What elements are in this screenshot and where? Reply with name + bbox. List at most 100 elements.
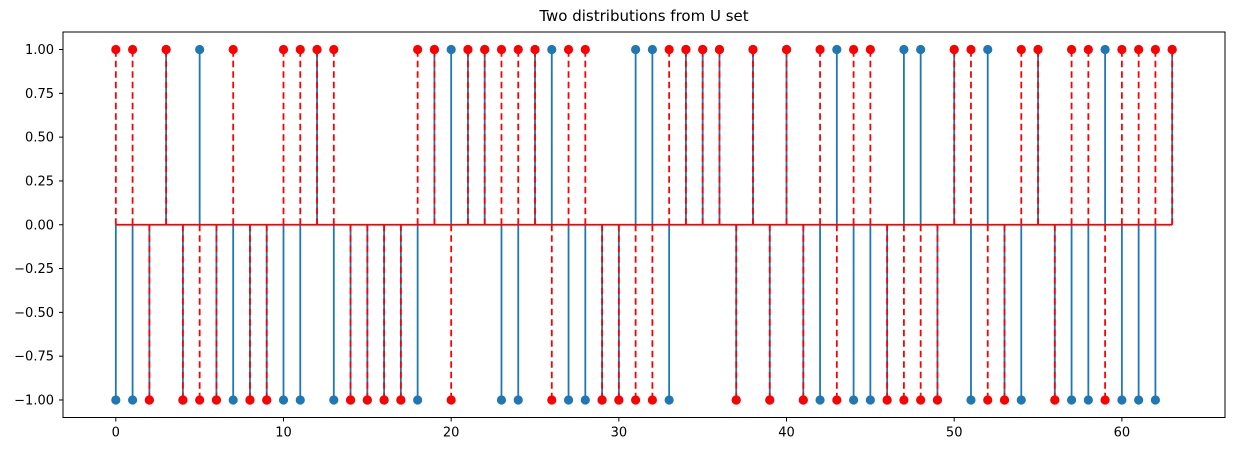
- red-marker: [983, 395, 993, 405]
- y-tick-label: 0.25: [25, 174, 54, 189]
- red-marker: [480, 44, 490, 55]
- blue-marker: [111, 395, 121, 405]
- blue-marker: [832, 44, 842, 55]
- red-marker: [413, 44, 423, 55]
- red-stem-lines: [114, 49, 1174, 400]
- blue-marker: [815, 395, 825, 405]
- red-marker: [781, 44, 792, 55]
- x-tick-label: 60: [1114, 426, 1131, 441]
- blue-marker: [329, 395, 339, 405]
- blue-marker: [413, 395, 423, 405]
- red-marker: [916, 395, 926, 405]
- blue-marker: [848, 395, 859, 405]
- blue-marker: [1117, 395, 1127, 405]
- red-marker: [396, 395, 406, 405]
- red-marker: [1134, 44, 1144, 55]
- red-marker: [798, 395, 808, 405]
- chart-title: Two distributions from U set: [538, 7, 748, 25]
- red-marker: [496, 44, 507, 55]
- red-marker: [614, 395, 624, 405]
- blue-marker: [1150, 395, 1161, 405]
- red-marker: [1083, 44, 1093, 55]
- blue-marker: [547, 44, 557, 55]
- red-marker: [195, 395, 205, 405]
- red-marker: [295, 44, 305, 55]
- blue-marker: [563, 395, 574, 405]
- red-marker: [161, 44, 171, 55]
- red-marker: [714, 44, 725, 55]
- red-marker: [932, 395, 943, 405]
- blue-marker: [1100, 44, 1110, 55]
- red-marker: [178, 395, 188, 405]
- x-tick-label: 50: [946, 426, 963, 441]
- red-marker: [127, 44, 138, 55]
- red-marker: [681, 44, 691, 55]
- red-marker: [245, 395, 255, 405]
- red-marker: [446, 395, 456, 405]
- red-marker: [111, 44, 121, 55]
- red-marker: [597, 395, 607, 405]
- red-marker: [530, 44, 540, 55]
- red-marker: [278, 44, 289, 55]
- red-marker: [949, 44, 959, 55]
- red-marker: [1016, 44, 1026, 55]
- red-marker: [312, 44, 322, 55]
- y-axis-ticks: 1.00 0.75 0.50 0.25 0.00 −0.25 −0.50 −0.75 −1.00: [14, 43, 63, 408]
- red-marker: [345, 395, 356, 405]
- red-marker: [966, 44, 976, 55]
- red-marker: [647, 395, 657, 405]
- y-tick-label: −0.25: [14, 262, 54, 277]
- x-tick-label: 10: [275, 426, 292, 441]
- red-stem-markers: [111, 44, 1177, 405]
- red-marker: [882, 395, 892, 405]
- blue-marker: [580, 395, 590, 405]
- red-marker: [262, 395, 272, 405]
- red-marker: [865, 44, 875, 55]
- red-marker: [899, 395, 909, 405]
- red-marker: [664, 44, 674, 55]
- blue-marker: [631, 44, 641, 55]
- red-marker: [329, 44, 339, 55]
- y-tick-label: 0.50: [25, 131, 54, 146]
- red-marker: [698, 44, 708, 55]
- x-tick-label: 20: [443, 426, 460, 441]
- blue-marker: [1016, 395, 1026, 405]
- red-marker: [429, 44, 440, 55]
- blue-marker: [1134, 395, 1144, 405]
- blue-marker: [195, 44, 205, 55]
- x-tick-label: 40: [778, 426, 795, 441]
- blue-marker: [446, 44, 456, 55]
- red-marker: [211, 395, 222, 405]
- blue-marker: [127, 395, 138, 405]
- blue-marker: [295, 395, 305, 405]
- red-marker: [748, 44, 758, 55]
- blue-marker: [966, 395, 976, 405]
- red-marker: [848, 44, 859, 55]
- red-marker: [563, 44, 574, 55]
- red-marker: [1050, 395, 1060, 405]
- red-marker: [1117, 44, 1127, 55]
- blue-marker: [228, 395, 238, 405]
- blue-marker: [1083, 395, 1093, 405]
- blue-marker: [916, 44, 926, 55]
- blue-marker: [1066, 395, 1077, 405]
- red-marker: [1167, 44, 1177, 55]
- red-marker: [815, 44, 825, 55]
- red-marker: [547, 395, 557, 405]
- red-marker: [513, 44, 523, 55]
- red-marker: [228, 44, 238, 55]
- red-marker: [379, 395, 389, 405]
- y-tick-label: −0.50: [14, 306, 54, 321]
- red-marker: [144, 395, 154, 405]
- blue-marker: [647, 44, 657, 55]
- red-marker: [362, 395, 372, 405]
- red-marker: [580, 44, 590, 55]
- x-tick-label: 30: [611, 426, 628, 441]
- blue-marker: [664, 395, 674, 405]
- red-marker: [999, 395, 1010, 405]
- red-marker: [765, 395, 775, 405]
- y-tick-label: −1.00: [14, 393, 54, 408]
- blue-marker: [513, 395, 523, 405]
